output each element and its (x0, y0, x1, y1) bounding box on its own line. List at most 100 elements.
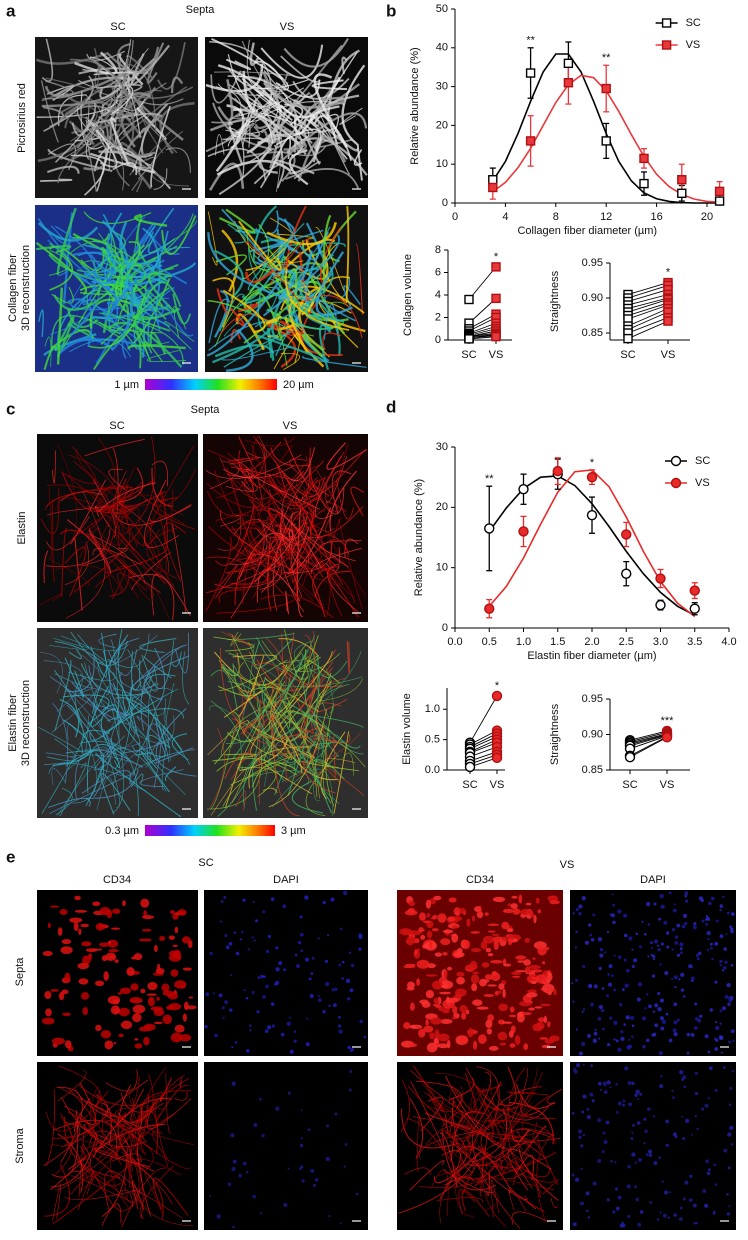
texture (241, 40, 289, 93)
texture (275, 635, 319, 714)
texture (212, 992, 215, 995)
texture (454, 1178, 475, 1217)
texture (616, 1111, 619, 1114)
texture (673, 1002, 678, 1007)
texture (131, 684, 156, 739)
texture (127, 344, 186, 350)
texture (62, 694, 110, 725)
texture (89, 1090, 100, 1137)
texture (101, 504, 133, 519)
marker (491, 690, 503, 702)
texture (316, 469, 339, 513)
texture (53, 637, 129, 651)
texture (216, 1214, 221, 1219)
texture (604, 1084, 607, 1087)
texture (692, 925, 697, 930)
texture (714, 1020, 718, 1024)
texture (609, 913, 612, 916)
texture (99, 57, 156, 99)
texture (306, 659, 340, 684)
texture (606, 931, 610, 934)
texture (451, 1017, 458, 1020)
texture (170, 1032, 183, 1043)
texture (635, 932, 639, 936)
texture (673, 1032, 678, 1037)
texture (415, 1080, 463, 1109)
texture (146, 349, 187, 363)
texture (502, 988, 506, 998)
texture (288, 301, 309, 354)
texture (676, 923, 681, 928)
texture (170, 76, 184, 94)
texture (268, 492, 294, 523)
texture (707, 937, 710, 941)
texture (278, 638, 320, 657)
texture (485, 1172, 490, 1196)
texture (96, 484, 116, 507)
texture (289, 654, 320, 742)
texture (490, 972, 501, 982)
texture (673, 975, 678, 980)
texture (268, 709, 327, 808)
texture (346, 997, 351, 1001)
texture (61, 1096, 119, 1156)
texture (660, 1026, 665, 1031)
texture (221, 1006, 225, 1010)
texture (667, 1216, 671, 1219)
texture (292, 77, 350, 100)
texture (437, 1043, 450, 1049)
texture (51, 1110, 79, 1178)
texture (496, 1086, 556, 1119)
texture (480, 1112, 505, 1162)
texture (121, 1152, 173, 1205)
texture (44, 336, 52, 367)
texture (126, 114, 163, 157)
texture (257, 285, 276, 338)
texture (234, 551, 280, 606)
texture (262, 71, 346, 109)
texture (706, 948, 710, 951)
texture (519, 908, 532, 916)
texture (313, 650, 362, 711)
texture (268, 464, 287, 498)
texture (403, 1022, 411, 1030)
marker (639, 153, 649, 164)
texture (533, 914, 537, 924)
texture (205, 536, 232, 612)
pair-line (627, 282, 669, 295)
texture (299, 1143, 304, 1148)
texture (343, 1165, 346, 1168)
texture (728, 996, 732, 1000)
texture (134, 1038, 139, 1041)
texture (134, 213, 168, 227)
texture (635, 1197, 640, 1202)
texture (273, 649, 308, 714)
texture (105, 952, 117, 962)
texture (729, 925, 733, 929)
texture (587, 1033, 591, 1038)
texture (715, 919, 719, 923)
texture (47, 239, 69, 277)
texture (297, 726, 351, 744)
texture (711, 957, 714, 961)
texture (69, 339, 132, 358)
texture (262, 910, 266, 914)
texture (275, 79, 321, 98)
texture (259, 1097, 262, 1101)
texture (274, 983, 277, 986)
texture (406, 936, 415, 946)
texture (353, 149, 363, 166)
legend-marker (670, 455, 682, 467)
x-tick-label: SC (620, 349, 635, 361)
texture (327, 563, 359, 613)
texture (665, 931, 670, 935)
y-tick-label: 20 (436, 501, 448, 513)
texture (215, 505, 255, 566)
pair-line (469, 695, 498, 743)
texture (606, 1198, 610, 1202)
texture (146, 42, 165, 84)
texture (110, 682, 135, 746)
texture (238, 661, 279, 689)
texture (237, 507, 274, 524)
texture (615, 1187, 618, 1191)
